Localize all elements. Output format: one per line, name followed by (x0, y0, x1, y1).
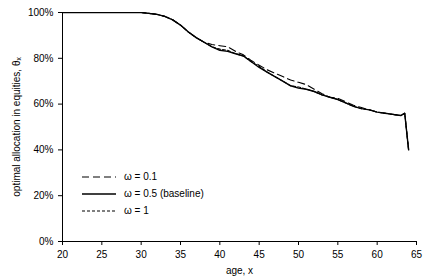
svg-text:50: 50 (293, 249, 305, 260)
svg-text:100%: 100% (28, 7, 54, 18)
svg-text:35: 35 (175, 249, 187, 260)
svg-text:55: 55 (332, 249, 344, 260)
svg-text:25: 25 (96, 249, 108, 260)
svg-text:65: 65 (411, 249, 423, 260)
html-text:ω = 1: ω = 1 (124, 205, 149, 216)
svg-text:0%: 0% (39, 236, 54, 247)
html-text:ω = 0.1: ω = 0.1 (124, 171, 158, 182)
svg-text:60%: 60% (33, 98, 53, 109)
html-text:ω = 0.5 (baseline): ω = 0.5 (baseline) (124, 188, 204, 199)
svg-text:45: 45 (254, 249, 266, 260)
svg-text:20: 20 (57, 249, 69, 260)
svg-text:40: 40 (214, 249, 226, 260)
svg-text:30: 30 (136, 249, 148, 260)
svg-text:20%: 20% (33, 190, 53, 201)
svg-text:optimal allocation in equities: optimal allocation in equities, θₓ (11, 57, 22, 197)
svg-text:40%: 40% (33, 144, 53, 155)
svg-text:age, x: age, x (226, 265, 253, 276)
svg-text:60: 60 (372, 249, 384, 260)
svg-text:80%: 80% (33, 53, 53, 64)
